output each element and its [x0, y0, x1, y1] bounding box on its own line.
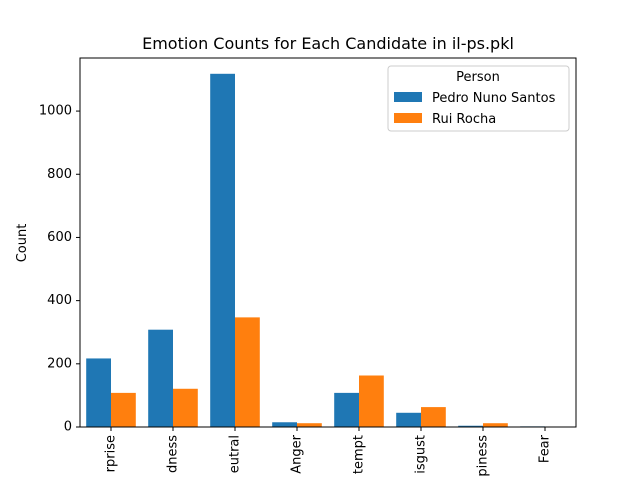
x-tick-label-sadness: dness	[166, 435, 181, 473]
bar-pedro-nuno-santos-disgust	[396, 412, 421, 427]
bar-pedro-nuno-santos-surprise	[86, 358, 111, 427]
y-tick-label-400: 400	[47, 293, 72, 308]
x-tick-label-disgust: isgust	[414, 435, 429, 474]
bar-rui-rocha-surprise	[111, 392, 136, 427]
bar-rui-rocha-contempt	[359, 375, 384, 427]
legend-label-rui: Rui Rocha	[432, 112, 496, 127]
y-tick-label-1000: 1000	[39, 104, 72, 119]
y-tick-label-800: 800	[47, 167, 72, 182]
legend: Person Pedro Nuno Santos Rui Rocha	[387, 65, 570, 132]
y-tick-label-0: 0	[64, 420, 72, 435]
bar-pedro-nuno-santos-neutral	[210, 73, 235, 427]
bar-rui-rocha-disgust	[421, 407, 446, 427]
chart-title: Emotion Counts for Each Candidate in il-…	[142, 34, 514, 53]
bar-pedro-nuno-santos-contempt	[334, 392, 359, 427]
plot-frame	[79, 57, 577, 428]
x-tick-label-contempt: tempt	[352, 435, 367, 474]
x-tick-label-happiness: piness	[476, 435, 491, 477]
bar-rui-rocha-happiness	[483, 423, 508, 427]
legend-title: Person	[456, 70, 500, 85]
x-tick-label-surprise: rprise	[104, 435, 119, 472]
y-axis-label: Count	[15, 224, 30, 263]
bar-pedro-nuno-santos-sadness	[148, 329, 173, 427]
legend-box	[387, 65, 570, 132]
legend-swatch-rui	[394, 113, 422, 123]
x-tick-label-anger: Anger	[290, 434, 305, 473]
x-tick-label-fear: Fear	[538, 434, 553, 463]
bar-pedro-nuno-santos-anger	[272, 422, 297, 427]
y-tick-label-200: 200	[47, 356, 72, 371]
bar-pedro-nuno-santos-happiness	[458, 425, 483, 427]
bar-rui-rocha-anger	[297, 423, 322, 427]
y-tick-label-600: 600	[47, 230, 72, 245]
plot-area: rprise dness eutral Anger tempt isgust piness F…	[39, 73, 553, 477]
bar-rui-rocha-neutral	[235, 317, 260, 427]
bar-rui-rocha-sadness	[173, 388, 198, 427]
x-tick-label-neutral: eutral	[228, 435, 243, 473]
legend-label-pedro: Pedro Nuno Santos	[432, 91, 556, 106]
legend-swatch-pedro	[394, 92, 422, 102]
